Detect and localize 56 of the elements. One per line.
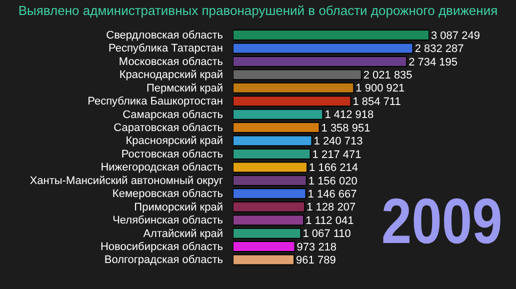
data-label: 1 900 921 <box>356 82 405 95</box>
data-label: 1 217 471 <box>312 148 362 161</box>
bar <box>233 82 354 94</box>
bar <box>233 56 408 67</box>
data-label: 1 166 214 <box>309 162 358 174</box>
bar <box>233 201 306 212</box>
y-tick-label: Новосибирская область <box>100 241 224 254</box>
y-tick-label: Московская область <box>118 56 224 68</box>
bar <box>233 148 311 160</box>
y-tick-label: Челябинская область <box>112 214 224 227</box>
data-label: 1 146 667 <box>308 188 357 201</box>
y-tick-label: Приморский край <box>134 201 223 214</box>
bar <box>233 135 312 146</box>
y-tick-label: Свердловская область <box>106 29 224 42</box>
y-tick-label: Республика Башкортостан <box>88 96 223 108</box>
y-tick-label: Алтайский край <box>143 228 223 240</box>
data-label: 1 128 207 <box>306 202 356 214</box>
bar <box>233 214 304 226</box>
data-label: 1 358 951 <box>321 122 370 134</box>
bar <box>233 162 308 173</box>
bar <box>233 69 362 80</box>
y-tick-label: Республика Татарстан <box>108 42 223 55</box>
bar <box>233 241 296 252</box>
y-tick-label: Кемеровская область <box>112 188 224 200</box>
y-tick-label: Пермский край <box>146 82 223 94</box>
y-tick-label: Краснодарский край <box>119 69 223 82</box>
data-label: 1 156 020 <box>308 175 358 188</box>
bar <box>233 174 307 186</box>
bar <box>233 188 306 200</box>
y-tick-label: Красноярский край <box>126 135 223 148</box>
y-tick-label: Ханты-Мансийский автономный округ <box>30 174 223 187</box>
data-label: 1 067 110 <box>302 228 351 240</box>
data-label: 1 240 713 <box>314 136 363 148</box>
annotation: 2009 <box>380 184 502 258</box>
data-label: 1 412 918 <box>324 109 374 122</box>
y-tick-label: Саратовская область <box>114 122 224 134</box>
y-tick-label: Волгоградская область <box>104 254 224 266</box>
data-label: 1 854 711 <box>352 96 401 108</box>
bar <box>233 96 352 107</box>
y-tick-label: Ростовская область <box>121 148 224 160</box>
data-label: 973 218 <box>296 241 337 254</box>
bar <box>233 228 302 239</box>
chart-title: Выявлено административных правонарушений в области дорожного движения <box>17 3 499 18</box>
data-label: 2 832 287 <box>414 43 464 56</box>
y-tick-label: Самарская область <box>122 108 224 121</box>
data-label: 1 112 041 <box>306 214 354 227</box>
data-label: 2 021 835 <box>363 70 412 82</box>
bar <box>233 108 324 120</box>
y-tick-label: Нижегородская область <box>100 162 224 174</box>
data-label: 3 087 249 <box>431 30 480 42</box>
bar <box>233 30 429 40</box>
data-label: 961 789 <box>296 254 336 267</box>
bar <box>233 254 295 266</box>
bar <box>233 42 414 54</box>
data-label: 2 734 195 <box>408 56 458 68</box>
bar <box>233 122 320 134</box>
